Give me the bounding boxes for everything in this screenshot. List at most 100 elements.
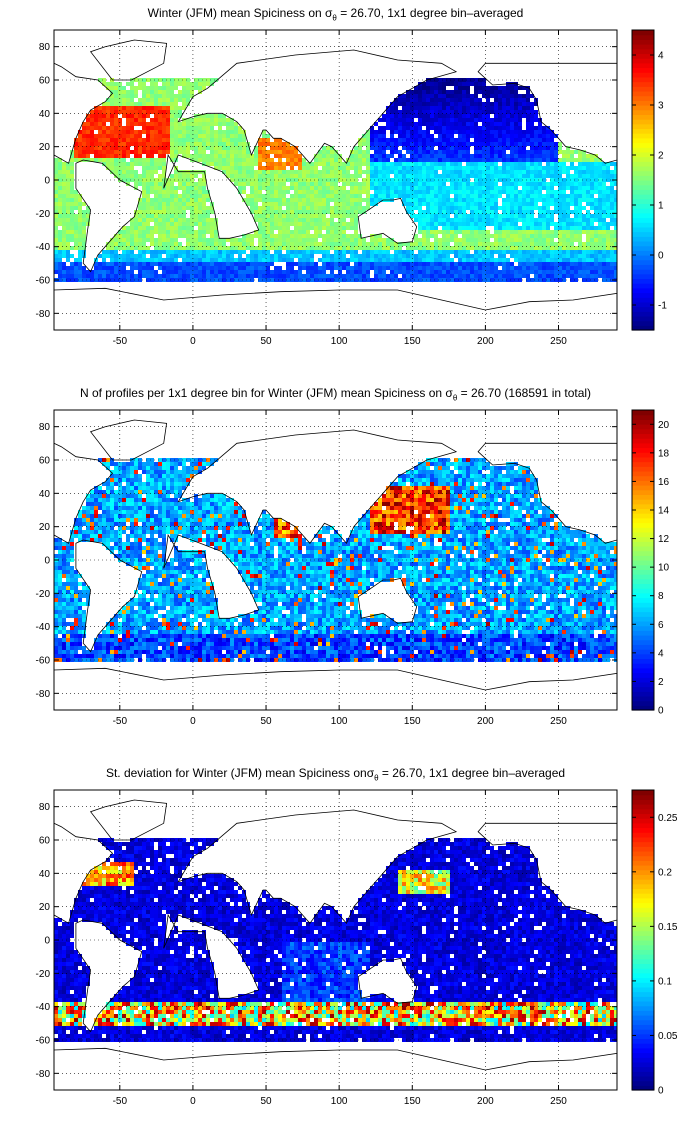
heatmap-cell	[122, 150, 126, 154]
heatmap-cell	[226, 122, 230, 126]
heatmap-cell	[510, 122, 514, 126]
heatmap-cell	[370, 198, 374, 202]
heatmap-cell	[282, 198, 286, 202]
heatmap-cell	[462, 198, 466, 202]
heatmap-cell	[162, 134, 166, 138]
heatmap-cell	[250, 182, 254, 186]
heatmap-cell	[230, 270, 234, 274]
heatmap-cell	[134, 274, 138, 278]
heatmap-cell	[414, 102, 418, 106]
heatmap-cell	[354, 158, 358, 162]
heatmap-cell	[174, 102, 178, 106]
heatmap-cell	[506, 238, 510, 242]
heatmap-cell	[554, 162, 558, 166]
heatmap-cell	[234, 182, 238, 186]
heatmap-cell	[350, 218, 354, 222]
heatmap-cell	[418, 186, 422, 190]
heatmap-cell	[266, 166, 270, 170]
heatmap-cell	[546, 146, 550, 150]
heatmap-cell	[570, 154, 574, 158]
heatmap-cell	[354, 198, 358, 202]
heatmap-cell	[522, 86, 526, 90]
heatmap-cell	[486, 90, 490, 94]
heatmap-cell	[462, 78, 466, 82]
heatmap-cell	[442, 110, 446, 114]
heatmap-cell	[166, 218, 170, 222]
heatmap-cell	[510, 270, 514, 274]
heatmap-cell	[594, 162, 598, 166]
heatmap-cell	[506, 170, 510, 174]
heatmap-cell	[398, 166, 402, 170]
heatmap-cell	[578, 154, 582, 158]
heatmap-cell	[322, 154, 326, 158]
heatmap-cell	[338, 262, 342, 266]
heatmap-cell	[74, 242, 78, 246]
heatmap-cell	[318, 246, 322, 250]
heatmap-cell	[546, 162, 550, 166]
heatmap-cell	[482, 170, 486, 174]
heatmap-cell	[446, 190, 450, 194]
heatmap-cell	[262, 166, 266, 170]
heatmap-cell	[570, 270, 574, 274]
heatmap-cell	[266, 214, 270, 218]
heatmap-cell	[166, 262, 170, 266]
heatmap-cell	[162, 190, 166, 194]
heatmap-cell	[390, 186, 394, 190]
heatmap-cell	[194, 274, 198, 278]
heatmap-cell	[378, 154, 382, 158]
heatmap-cell	[434, 234, 438, 238]
heatmap-cell	[250, 250, 254, 254]
heatmap-cell	[254, 262, 258, 266]
heatmap-cell	[566, 182, 570, 186]
heatmap-cell	[346, 246, 350, 250]
heatmap-cell	[150, 218, 154, 222]
heatmap-cell	[582, 162, 586, 166]
heatmap-cell	[166, 238, 170, 242]
heatmap-cell	[374, 190, 378, 194]
heatmap-cell	[398, 162, 402, 166]
heatmap-cell	[522, 246, 526, 250]
heatmap-cell	[154, 78, 158, 82]
heatmap-cell	[566, 146, 570, 150]
heatmap-cell	[246, 246, 250, 250]
heatmap-cell	[170, 154, 174, 158]
heatmap-cell	[150, 138, 154, 142]
heatmap-cell	[66, 254, 70, 258]
heatmap-cell	[234, 134, 238, 138]
heatmap-cell	[474, 246, 478, 250]
heatmap-cell	[598, 198, 602, 202]
heatmap-cell	[118, 150, 122, 154]
heatmap-cell	[130, 166, 134, 170]
heatmap-cell	[74, 262, 78, 266]
heatmap-cell	[342, 198, 346, 202]
heatmap-cell	[290, 234, 294, 238]
heatmap-cell	[162, 210, 166, 214]
heatmap-cell	[214, 142, 218, 146]
heatmap-cell	[154, 134, 158, 138]
heatmap-cell	[446, 138, 450, 142]
heatmap-cell	[198, 214, 202, 218]
heatmap-cell	[506, 94, 510, 98]
heatmap-cell	[174, 234, 178, 238]
heatmap-cell	[434, 118, 438, 122]
heatmap-cell	[518, 238, 522, 242]
heatmap-cell	[490, 178, 494, 182]
heatmap-cell	[226, 262, 230, 266]
heatmap-cell	[230, 150, 234, 154]
heatmap-cell	[534, 238, 538, 242]
heatmap-cell	[166, 198, 170, 202]
heatmap-cell	[270, 198, 274, 202]
heatmap-cell	[182, 230, 186, 234]
heatmap-cell	[390, 142, 394, 146]
heatmap-cell	[498, 166, 502, 170]
heatmap-cell	[546, 214, 550, 218]
heatmap-cell	[342, 190, 346, 194]
heatmap-cell	[502, 94, 506, 98]
heatmap-cell	[54, 174, 58, 178]
heatmap-cell	[122, 254, 126, 258]
heatmap-cell	[398, 110, 402, 114]
heatmap-cell	[534, 206, 538, 210]
heatmap-cell	[398, 170, 402, 174]
heatmap-cell	[518, 214, 522, 218]
heatmap-cell	[166, 122, 170, 126]
